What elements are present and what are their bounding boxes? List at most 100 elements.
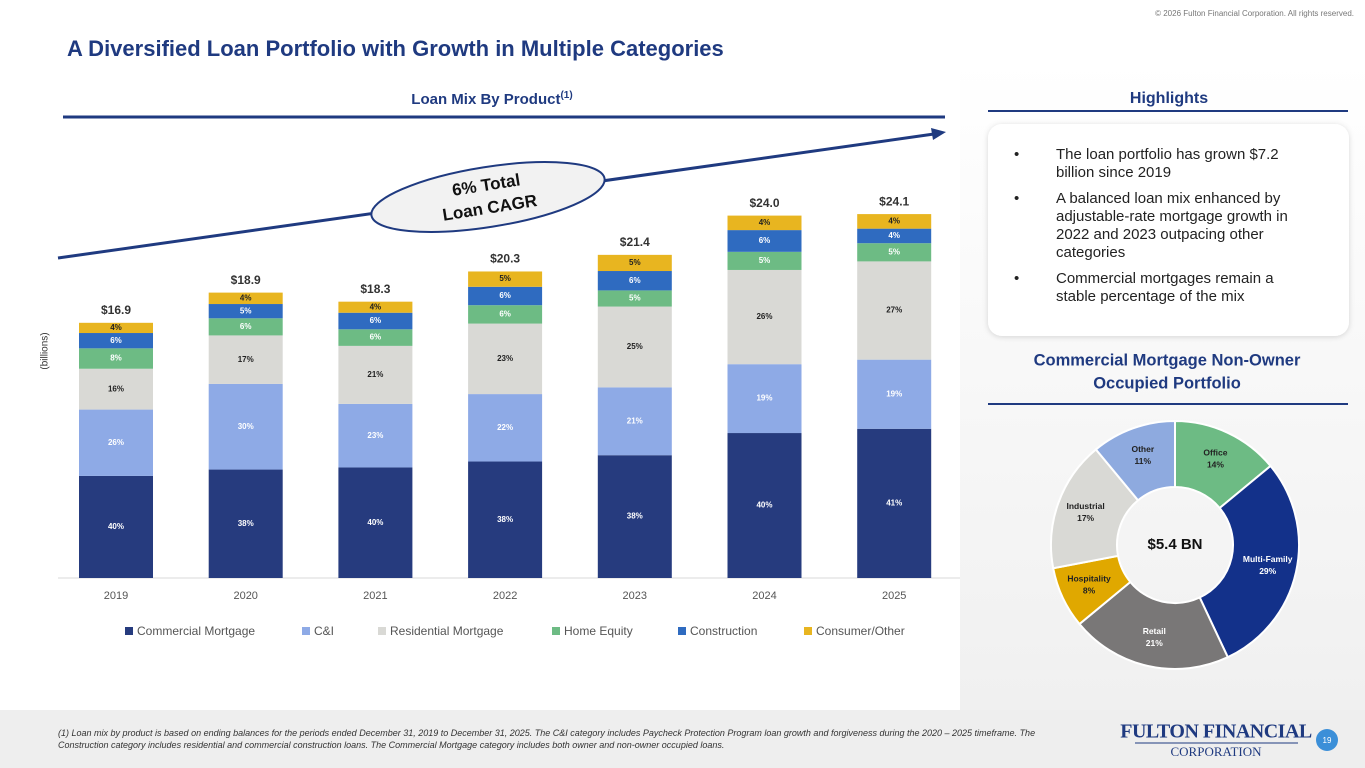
segment-label: 4%: [759, 218, 771, 227]
slice-name: Retail: [1143, 626, 1166, 636]
segment-label: 23%: [497, 354, 513, 363]
donut-slice: [1078, 580, 1230, 670]
bar-segment: [857, 261, 932, 360]
bar-segment: [79, 368, 153, 410]
segment-label: 21%: [627, 416, 643, 425]
highlights-box: [988, 124, 1349, 336]
bar-segment: [468, 461, 543, 578]
bar-segment: [727, 230, 802, 252]
donut-title: Occupied Portfolio: [1093, 374, 1241, 392]
bar-segment: [208, 469, 283, 578]
bullet-dot: •: [1014, 270, 1020, 287]
segment-label: 6%: [240, 322, 252, 331]
legend-swatch: [678, 627, 686, 635]
page-badge: [1316, 729, 1338, 751]
total-label: $16.9: [101, 303, 131, 317]
segment-label: 6%: [370, 316, 382, 325]
donut-title: Commercial Mortgage Non-Owner: [1034, 351, 1301, 369]
segment-label: 26%: [756, 312, 772, 321]
slice-label: 11%: [1135, 456, 1152, 466]
bar: 40% 26% 16% 8% 6% 4%: [79, 322, 153, 578]
bar-segment: [79, 333, 153, 349]
segment-label: 40%: [756, 501, 772, 510]
segment-label: 4%: [888, 231, 900, 240]
bar-segment: [338, 403, 413, 468]
segment-label: 41%: [886, 499, 902, 508]
segment-label: 5%: [888, 247, 900, 256]
slice-name: Hospitality: [1067, 574, 1111, 584]
page-number: 19: [1323, 736, 1332, 745]
bar-segment: [79, 475, 153, 578]
bar-segment: [208, 292, 283, 305]
bar-segment: [468, 286, 543, 306]
segment-label: 5%: [629, 258, 641, 267]
chart-title-text: Loan Mix By Product: [411, 91, 560, 108]
logo-line: Corporation: [1170, 744, 1262, 759]
segment-label: 40%: [367, 518, 383, 527]
bar-segment: [597, 271, 672, 291]
bar: 38% 22% 23% 6% 6% 5%: [468, 271, 543, 578]
bar-segment: [79, 322, 153, 334]
x-tick-label: 2019: [104, 590, 128, 602]
slide-title: A Diversified Loan Portfolio with Growth…: [67, 36, 724, 61]
legend-label: Construction: [690, 624, 757, 638]
segment-label: 22%: [497, 423, 513, 432]
total-label: $21.4: [620, 235, 650, 249]
bullet: • Commercial mortgages remain a stable pe…: [1014, 270, 1314, 306]
bar-segment: [468, 394, 543, 462]
legend-label: Commercial Mortgage: [137, 624, 255, 638]
bar: 40% 19% 26% 5% 6% 4%: [727, 215, 802, 578]
segment-label: 6%: [499, 309, 511, 318]
bar-segment: [338, 312, 413, 330]
segment-label: 6%: [759, 236, 771, 245]
segment-label: 5%: [629, 294, 641, 303]
total-label: $18.3: [360, 282, 390, 296]
bar-segment: [857, 228, 932, 244]
bar-segment: [727, 215, 802, 231]
bar-segment: [597, 387, 672, 456]
total-label: $24.0: [749, 196, 779, 210]
legend-label: Home Equity: [564, 624, 633, 638]
segment-label: 4%: [888, 216, 900, 225]
segment-label: 38%: [497, 515, 513, 524]
segment-label: 23%: [367, 431, 383, 440]
highlights-list: • The loan portfolio has grown $7.2 billi…: [1014, 146, 1314, 314]
bullet: • The loan portfolio has grown $7.2 billi…: [1014, 146, 1314, 182]
segment-label: 8%: [110, 354, 122, 363]
bullet-dot: •: [1014, 146, 1020, 163]
footnote: (1) Loan mix by product is based on endi…: [58, 728, 1036, 750]
bar-segment: [727, 251, 802, 270]
x-tick-label: 2020: [233, 590, 257, 602]
bar-segment: [468, 271, 543, 287]
legend-swatch: [302, 627, 310, 635]
bar-segment: [597, 455, 672, 578]
chart-title-note: (1): [560, 90, 572, 101]
copyright: © 2026 Fulton Financial Corporation. All…: [1155, 9, 1354, 18]
slice-label: 17%: [1077, 513, 1094, 523]
segment-label: 17%: [238, 355, 254, 364]
donut-slice: [1198, 464, 1300, 659]
slice-name: Industrial: [1066, 501, 1104, 511]
bar-segment: [857, 214, 932, 229]
segment-label: 27%: [886, 306, 902, 315]
segment-label: 21%: [367, 370, 383, 379]
donut-slice: [1050, 448, 1140, 570]
arrow-head: [931, 128, 946, 140]
total-label: $20.3: [490, 252, 520, 266]
bar-segment: [468, 305, 543, 324]
bar-segment: [727, 269, 802, 365]
segment-label: 4%: [240, 293, 252, 302]
segment-label: 38%: [238, 519, 254, 528]
cagr-callout: 6% Total Loan CAGR: [370, 161, 606, 233]
bullet: • A balanced loan mix enhanced by adjusta…: [1014, 190, 1314, 262]
legend-swatch: [552, 627, 560, 635]
legend-swatch: [804, 627, 812, 635]
bar-segment: [208, 335, 283, 384]
bar-segment: [597, 254, 672, 272]
x-tick-label: 2023: [623, 590, 647, 602]
segment-label: 5%: [499, 274, 511, 283]
charts: 40% 26% 16% 8% 6% 4% $16.9 2019 38% 30% 17% 6% 5% 4% $…: [79, 194, 1300, 670]
segment-label: 6%: [370, 333, 382, 342]
logo-line: Fulton Financial: [1120, 721, 1312, 743]
